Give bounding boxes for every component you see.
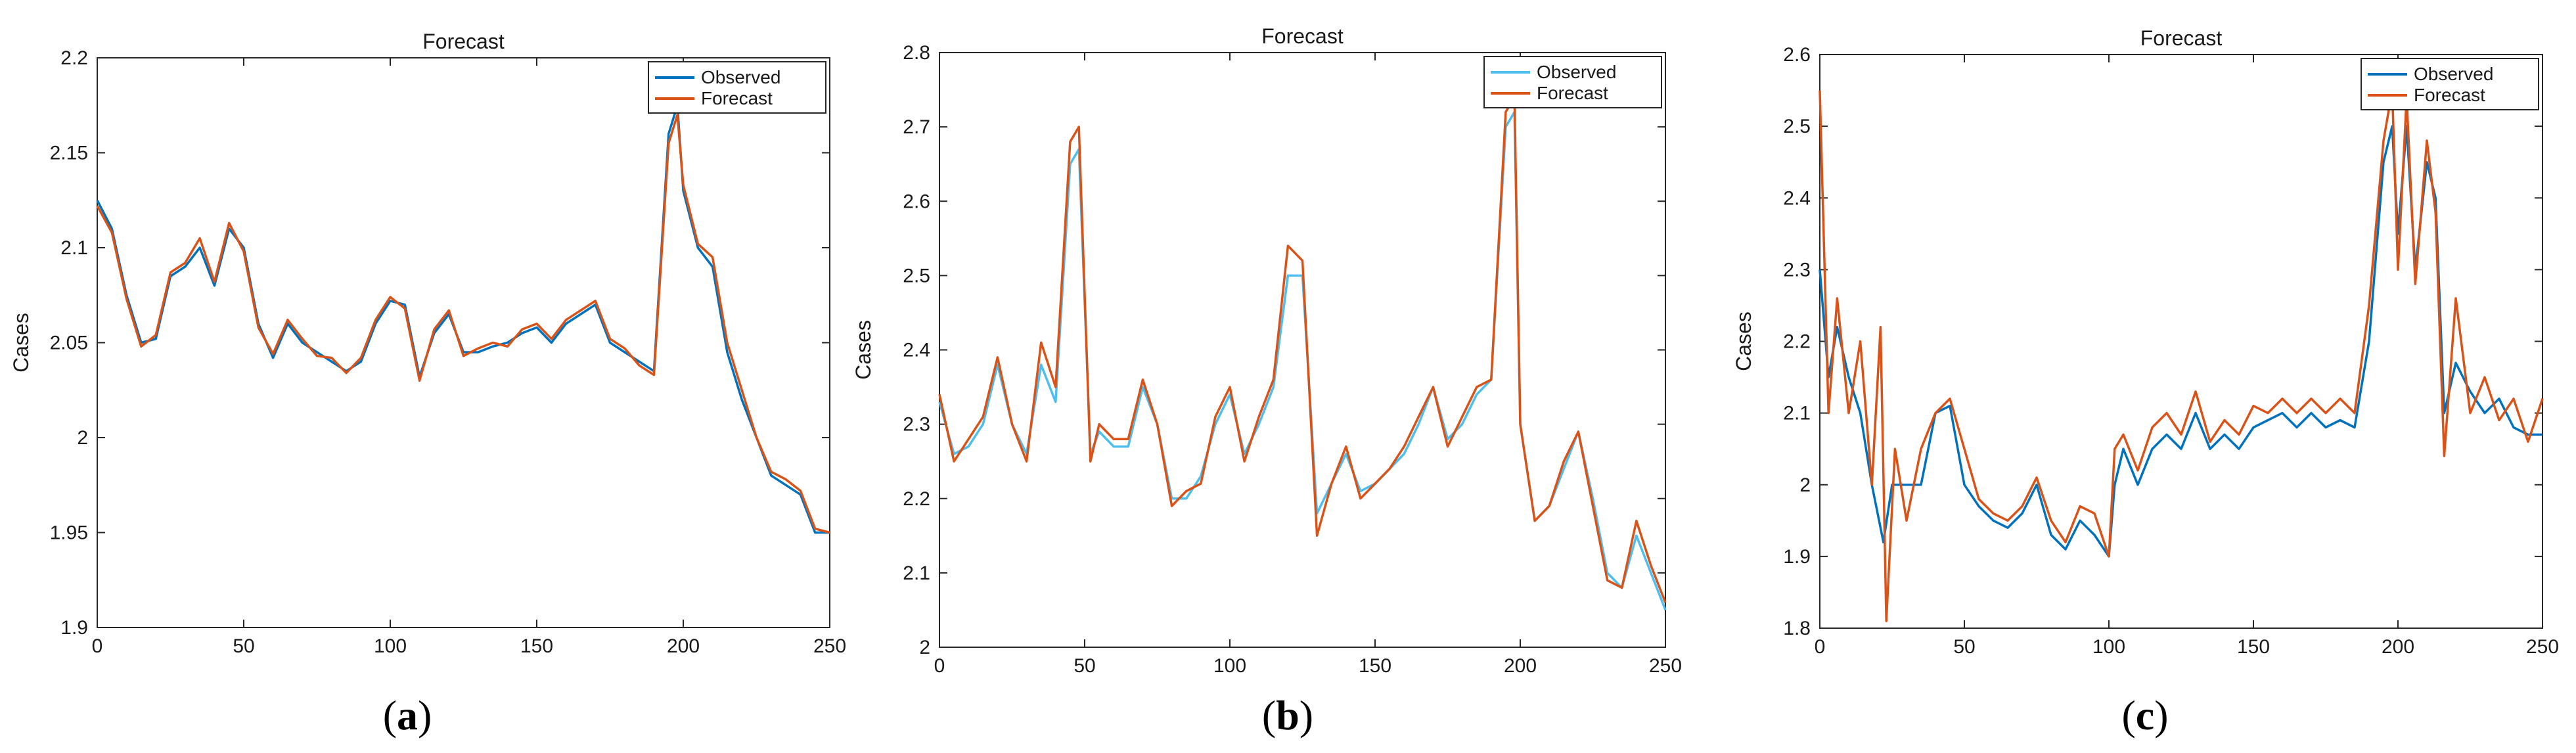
x-tick-label: 150	[1359, 655, 1391, 677]
plot-area	[1819, 54, 2543, 629]
chart-title: Forecast	[2140, 26, 2223, 50]
y-tick-label: 2.1	[903, 562, 930, 584]
chart-panel-b: Forecast Cases 0 50 100 150 200 250 2 2.1 2.2 2.3 2.…	[851, 24, 1682, 739]
y-axis-label: Cases	[1732, 311, 1755, 371]
y-tick-label: 1.9	[60, 617, 88, 639]
x-tick-label: 0	[1815, 636, 1826, 658]
x-tick-label: 50	[1953, 636, 1975, 658]
y-tick-label: 2.3	[1783, 259, 1811, 281]
x-tick-label: 250	[813, 635, 846, 657]
legend-box	[2361, 58, 2539, 110]
chart-title: Forecast	[422, 30, 505, 53]
y-tick-label: 2.6	[903, 191, 930, 212]
y-tick-label: 2.4	[903, 340, 930, 361]
panel-caption: (b)	[1262, 692, 1313, 739]
x-tick-label: 100	[1213, 655, 1246, 677]
x-tick-label: 200	[1504, 655, 1537, 677]
y-tick-label: 2.15	[50, 143, 88, 164]
x-tick-label: 100	[374, 635, 407, 657]
y-tick-label: 2.2	[60, 47, 88, 69]
y-axis-label: Cases	[851, 320, 875, 380]
legend-label-observed: Observed	[1537, 62, 1616, 82]
y-tick-label: 2.05	[50, 332, 88, 354]
x-tick-label: 0	[92, 635, 103, 657]
y-tick-label: 2.6	[1783, 44, 1811, 66]
x-tick-label: 150	[2237, 636, 2270, 658]
legend-label-observed: Observed	[701, 67, 780, 87]
legend-label-forecast: Forecast	[2414, 85, 2485, 105]
chart-title: Forecast	[1261, 24, 1344, 48]
x-tick-label: 0	[934, 655, 945, 677]
series-line-forecast	[96, 113, 830, 534]
y-tick-label: 2.1	[1783, 403, 1811, 424]
y-tick-label: 2.2	[903, 488, 930, 510]
y-tick-label: 1.95	[50, 522, 88, 544]
y-tick-label: 2	[919, 637, 930, 658]
x-tick-label: 200	[2382, 636, 2414, 658]
chart-panel-c: Forecast Cases 0 50 100 150 200 250 1.8 1.9 2 2.1 2.…	[1732, 26, 2559, 739]
x-tick-label: 250	[1649, 655, 1682, 677]
x-tick-label: 50	[1073, 655, 1095, 677]
y-tick-label: 2	[77, 427, 88, 449]
y-tick-label: 2.3	[903, 414, 930, 436]
y-tick-label: 2.4	[1783, 187, 1811, 209]
x-tick-label: 50	[233, 635, 254, 657]
series-line-forecast	[1819, 89, 2544, 622]
y-tick-label: 2.5	[1783, 116, 1811, 137]
y-tick-label: 1.9	[1783, 546, 1811, 568]
y-tick-label: 2.1	[60, 237, 88, 259]
y-tick-label: 1.8	[1783, 618, 1811, 639]
y-tick-label: 2	[1799, 474, 1811, 496]
plot-area	[939, 52, 1666, 648]
y-tick-label: 2.2	[1783, 331, 1811, 353]
chart-panel-a: Forecast Cases 0 50 100 150 200 250 1.9 1.95 2 2.05…	[9, 30, 846, 739]
legend-label-observed: Observed	[2414, 64, 2493, 84]
y-tick-label: 2.7	[903, 116, 930, 138]
x-tick-label: 200	[667, 635, 700, 657]
legend-label-forecast: Forecast	[701, 88, 773, 108]
legend-label-forecast: Forecast	[1537, 83, 1608, 103]
legend-box	[1483, 56, 1662, 108]
panel-caption: (a)	[383, 692, 432, 739]
legend-box	[648, 61, 826, 114]
plot-area	[97, 57, 830, 628]
x-tick-label: 100	[2092, 636, 2125, 658]
series-line-forecast	[938, 96, 1667, 603]
y-tick-label: 2.5	[903, 265, 930, 286]
x-tick-label: 150	[520, 635, 553, 657]
y-tick-label: 2.8	[903, 42, 930, 64]
y-axis-label: Cases	[9, 313, 33, 373]
panel-caption: (c)	[2121, 692, 2168, 739]
x-tick-label: 250	[2526, 636, 2559, 658]
